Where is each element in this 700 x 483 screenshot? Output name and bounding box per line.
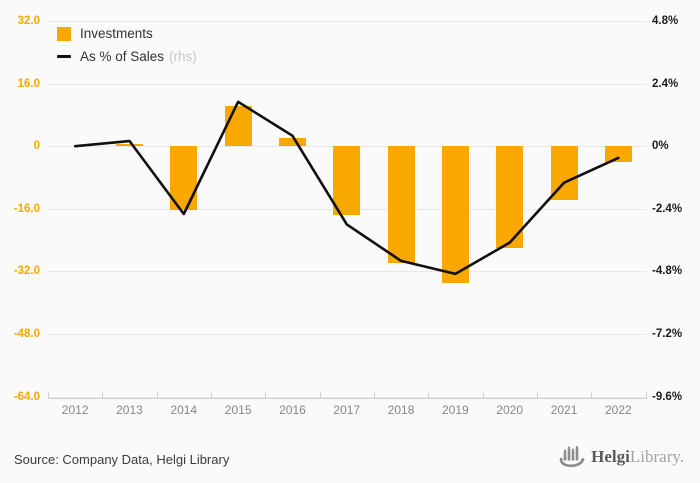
right-axis-tick-label: -4.8% <box>652 265 683 278</box>
investments-bar <box>387 146 415 264</box>
helgi-library-logo[interactable]: Helgi Library. <box>559 444 684 470</box>
left-axis-tick-label: -16.0 <box>13 202 40 215</box>
x-axis-tick <box>373 391 375 398</box>
x-axis-tick <box>265 391 267 398</box>
left-axis-tick-label: 32.0 <box>17 15 40 27</box>
investments-bar <box>604 146 632 162</box>
x-axis-year-label: 2018 <box>387 403 415 417</box>
x-axis-tick <box>48 391 49 398</box>
x-axis-year-label: 2022 <box>604 403 632 417</box>
helgi-ship-icon <box>559 446 585 468</box>
x-axis-year-label: 2017 <box>333 403 361 417</box>
x-axis-tick <box>102 391 104 398</box>
x-axis-line <box>48 397 647 399</box>
investments-bar <box>333 146 361 215</box>
legend-label-as-percent-of-sales: As % of Sales <box>80 49 165 64</box>
left-axis-tick-label: 16.0 <box>17 77 40 90</box>
legend-label-rhs-suffix: (rhs) <box>169 49 197 64</box>
legend-item-investments[interactable]: Investments <box>57 26 197 41</box>
x-axis-year-label: 2015 <box>224 403 252 417</box>
x-axis-tick <box>156 391 158 398</box>
left-axis-tick-label: -64.0 <box>13 390 40 403</box>
investments-bar <box>441 146 469 284</box>
legend: Investments As % of Sales (rhs) <box>57 26 197 72</box>
left-axis-tick-label: -48.0 <box>13 327 40 340</box>
right-axis-tick-label: 2.4% <box>652 77 679 90</box>
right-axis-tick-label: 4.8% <box>652 15 679 27</box>
left-axis-tick-label: -32.0 <box>13 265 40 278</box>
right-axis-tick-label: -9.6% <box>652 390 683 403</box>
investments-bar <box>550 146 578 200</box>
legend-item-as-percent-of-sales[interactable]: As % of Sales (rhs) <box>57 49 197 64</box>
x-axis-tick <box>319 391 321 398</box>
x-axis-year-label: 2014 <box>170 403 198 417</box>
gridline <box>48 333 646 335</box>
investments-bar <box>224 105 252 147</box>
right-axis-tick-label: -7.2% <box>652 327 683 340</box>
investments-bar <box>496 146 524 248</box>
gridline <box>48 83 646 85</box>
gridline <box>48 271 646 273</box>
x-axis-year-label: 2020 <box>496 403 523 417</box>
investments-bar <box>278 138 306 147</box>
x-axis-tick <box>482 391 484 398</box>
investments-bar <box>170 146 198 211</box>
x-axis-tick <box>591 391 593 398</box>
line-marker-icon <box>57 55 71 58</box>
source-text: Source: Company Data, Helgi Library <box>14 452 230 467</box>
x-axis-tick <box>211 391 212 398</box>
x-axis-year-label: 2013 <box>116 403 143 417</box>
left-axis-tick-label: 0 <box>33 140 40 153</box>
gridline <box>48 396 646 398</box>
right-axis-tick-label: -2.4% <box>652 202 683 215</box>
legend-label-investments: Investments <box>80 26 153 41</box>
x-axis-tick <box>536 391 538 398</box>
right-axis-tick-label: 0% <box>652 140 669 153</box>
logo-word-helgi: Helgi <box>591 447 630 466</box>
x-axis-tick <box>645 391 647 398</box>
x-axis-year-label: 2019 <box>441 403 469 417</box>
x-axis-year-label: 2016 <box>279 403 306 417</box>
gridline <box>48 21 646 22</box>
logo-word-library: Library. <box>629 447 684 466</box>
x-axis-year-label: 2021 <box>550 403 578 417</box>
x-axis-tick <box>428 391 430 398</box>
investments-bar <box>116 144 143 147</box>
x-axis-year-label: 2012 <box>61 403 89 417</box>
investments-swatch-icon <box>57 26 71 41</box>
